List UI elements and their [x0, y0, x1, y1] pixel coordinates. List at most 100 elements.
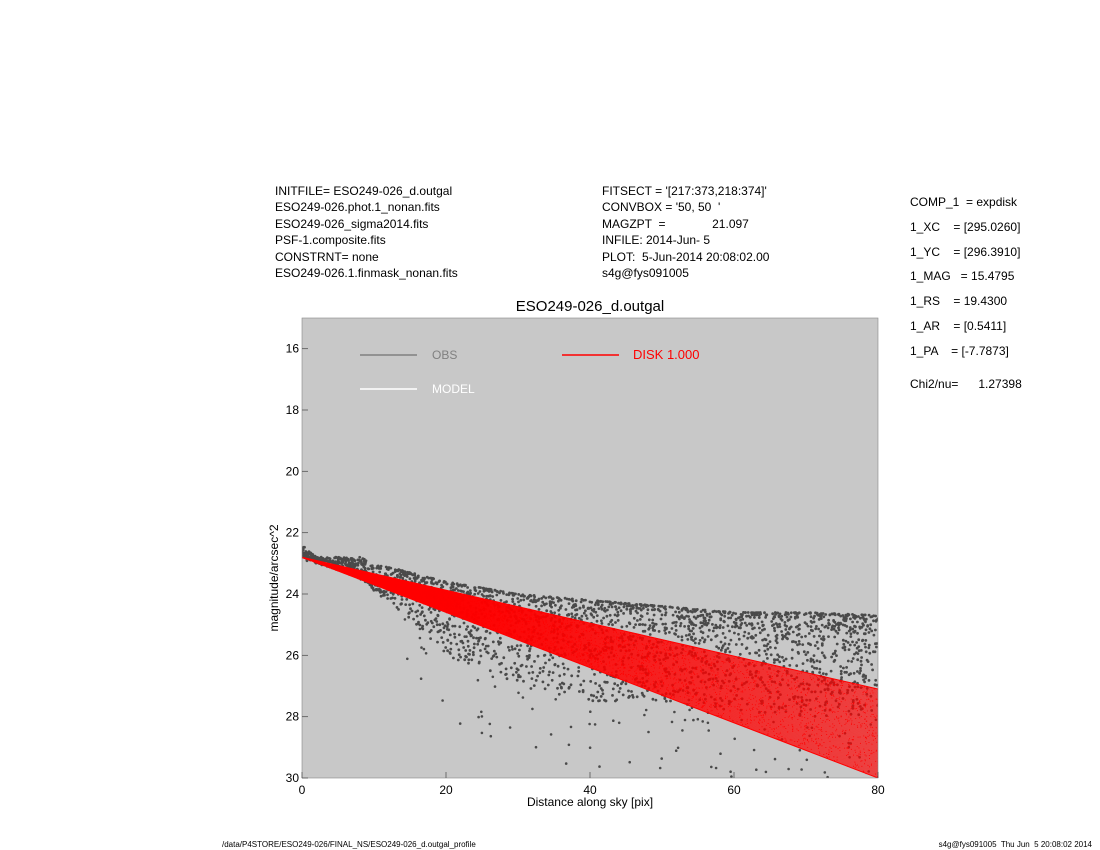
disk-point [829, 740, 831, 742]
obs-point [420, 606, 424, 609]
obs-point [737, 616, 740, 620]
disk-point [593, 656, 595, 658]
disk-point [684, 673, 685, 675]
disk-point [390, 580, 391, 581]
disk-point [502, 632, 504, 634]
disk-point [873, 751, 875, 753]
disk-point [864, 704, 866, 706]
disk-point [507, 606, 509, 608]
obs-point [393, 596, 397, 600]
disk-point [398, 581, 400, 583]
obs-point [540, 597, 544, 600]
disk-point [559, 647, 561, 649]
obs-point [699, 630, 703, 633]
disk-point [448, 598, 449, 600]
disk-point [620, 646, 621, 648]
disk-point [347, 570, 349, 572]
disk-point [525, 633, 527, 635]
disk-point [749, 664, 751, 666]
disk-point [868, 755, 870, 756]
disk-point [363, 576, 365, 578]
disk-point [564, 647, 566, 649]
disk-point [597, 669, 599, 671]
obs-point [613, 613, 617, 617]
disk-point [613, 639, 615, 641]
param-yc: 1_YC = [296.3910] [910, 244, 1021, 259]
disk-point [455, 607, 457, 609]
disk-point [367, 575, 369, 577]
obs-point [745, 614, 748, 618]
disk-point [787, 716, 789, 718]
disk-point [625, 674, 626, 676]
disk-point [706, 661, 708, 663]
disk-point [558, 626, 560, 628]
obs-point [537, 608, 541, 611]
obs-point [842, 666, 845, 670]
disk-point [439, 605, 441, 606]
disk-point [642, 672, 644, 674]
obs-point [468, 649, 472, 652]
obs-point [701, 621, 705, 625]
param-rs: 1_RS = 19.4300 [910, 294, 1008, 309]
disk-point [542, 615, 544, 616]
disk-point [619, 659, 621, 661]
disk-point [375, 584, 377, 586]
disk-point [452, 608, 454, 610]
obs-point [528, 647, 532, 651]
disk-point [710, 686, 712, 688]
disk-point [430, 595, 431, 597]
disk-point [524, 608, 525, 610]
obs-point [409, 607, 412, 611]
obs-point [407, 612, 411, 615]
disk-point [464, 599, 466, 601]
disk-point [364, 575, 366, 577]
disk-point [373, 575, 375, 577]
disk-point [872, 692, 874, 694]
disk-point [519, 621, 521, 623]
obs-point [729, 770, 732, 773]
obs-point [515, 670, 518, 674]
disk-point [379, 581, 381, 583]
obs-point [616, 613, 620, 617]
obs-point [399, 602, 403, 606]
disk-point [645, 676, 647, 678]
obs-point [613, 682, 617, 686]
disk-point [495, 611, 496, 613]
obs-point [832, 660, 836, 663]
disk-point [700, 659, 702, 661]
disk-point [549, 651, 551, 653]
disk-point [436, 591, 438, 593]
obs-point [774, 639, 778, 643]
disk-point [868, 734, 870, 736]
obs-point [870, 663, 873, 666]
disk-point [663, 640, 664, 642]
obs-point [397, 608, 400, 611]
disk-point [718, 676, 720, 678]
disk-point [732, 720, 734, 722]
obs-point [445, 582, 449, 586]
disk-point [631, 678, 633, 680]
obs-point [646, 604, 650, 608]
disk-point [341, 571, 343, 573]
disk-point [658, 677, 660, 679]
disk-point [699, 656, 701, 658]
obs-point [777, 615, 781, 619]
disk-point [550, 629, 552, 631]
disk-point [571, 630, 573, 632]
obs-point [694, 624, 698, 627]
obs-point [683, 625, 686, 628]
disk-point [333, 567, 335, 568]
disk-point [865, 706, 866, 708]
disk-point [831, 710, 833, 712]
disk-point [616, 643, 617, 645]
disk-point [696, 669, 698, 670]
obs-point [457, 653, 461, 657]
disk-point [727, 655, 729, 657]
disk-point [404, 584, 405, 586]
disk-point [776, 733, 778, 734]
disk-point [422, 585, 424, 586]
disk-point [410, 582, 412, 584]
obs-point [826, 775, 829, 778]
disk-point [506, 621, 508, 623]
